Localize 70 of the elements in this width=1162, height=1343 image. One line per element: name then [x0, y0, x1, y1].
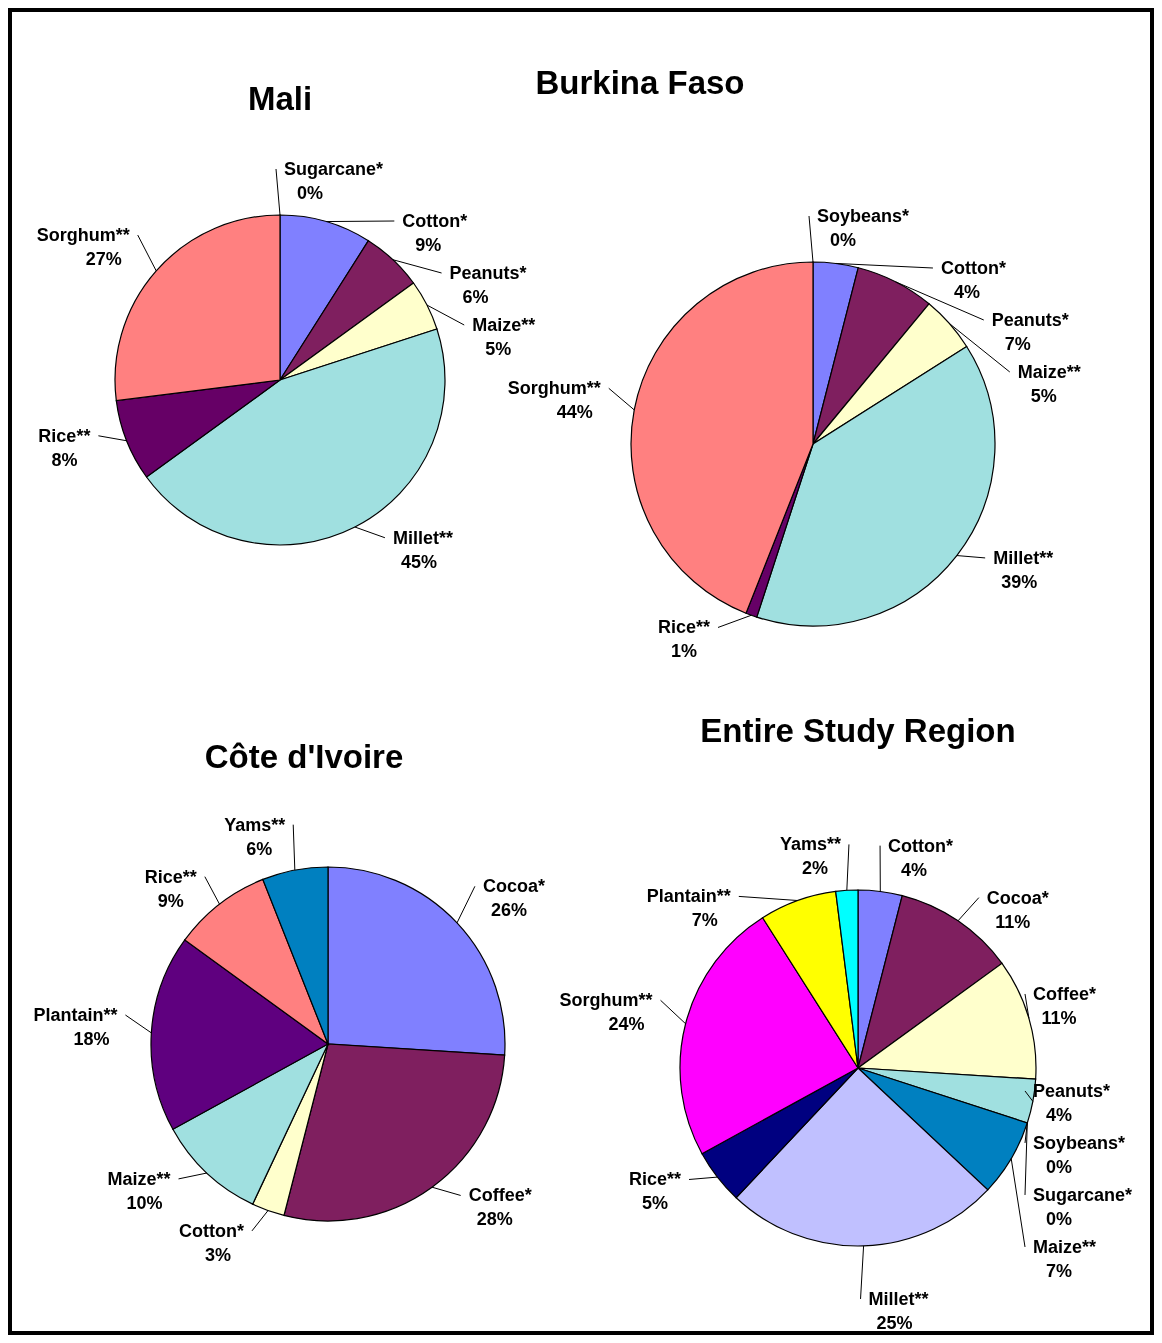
chart-title: Entire Study Region: [700, 712, 1016, 749]
slice-label: Rice**: [38, 425, 91, 446]
data-label: 4%: [953, 282, 980, 302]
data-label: 7%: [1045, 1260, 1073, 1281]
slice-label: Coffee*: [468, 1185, 532, 1206]
data-label: 4%: [1045, 1104, 1073, 1125]
slice-label: Sorghum**: [36, 225, 130, 246]
slice-label: Peanuts*: [1033, 1080, 1111, 1101]
data-label: 8%: [51, 449, 78, 470]
chart-title: Burkina Faso: [535, 64, 745, 101]
data-label: 5%: [1030, 386, 1057, 406]
data-label: 11%: [1041, 1007, 1077, 1028]
slice-label: Millet**: [392, 527, 453, 548]
data-label: 24%: [608, 1014, 645, 1035]
slice-label: Maize**: [107, 1168, 171, 1189]
slice-label: Peanuts*: [449, 263, 527, 283]
slice-label: Cocoa*: [986, 887, 1049, 908]
data-label: 4%: [901, 859, 928, 880]
slice-label: Plantain**: [646, 886, 731, 907]
data-label: 3%: [204, 1244, 231, 1265]
data-label: 26%: [490, 900, 527, 921]
chart-title: Côte d'Ivoire: [204, 738, 404, 775]
slice-label: Cotton*: [402, 211, 468, 231]
text: 0%: [296, 183, 324, 203]
text: 0%: [1045, 1208, 1073, 1229]
slice-label: Yams**: [779, 834, 841, 855]
slice-label: Cotton*: [888, 835, 954, 856]
slice-label: Sorghum**: [559, 990, 653, 1011]
data-label: 44%: [556, 402, 593, 423]
legend-label: Soybeans*: [1033, 1132, 1126, 1153]
data-label: 2%: [801, 858, 828, 879]
slice-label: Cocoa*: [482, 876, 545, 897]
slice-label: Millet**: [868, 1288, 929, 1309]
chart-title: Mali: [247, 80, 313, 117]
data-label: 27%: [85, 249, 122, 270]
data-label: 6%: [462, 287, 489, 307]
category-label: Soybeans*: [817, 206, 910, 226]
slice-label: Cotton*: [178, 1220, 244, 1241]
text: 0%: [1045, 1156, 1073, 1177]
data-label: 1%: [671, 641, 698, 662]
slice-label: Sorghum**: [507, 378, 601, 399]
data-label: 6%: [246, 838, 273, 859]
slice-label: Rice**: [657, 617, 710, 638]
slice-label: Cotton*: [940, 258, 1006, 278]
slice-label: Maize**: [1017, 362, 1081, 382]
data-label: 9%: [415, 235, 442, 255]
slice-label: Plantain**: [33, 1005, 118, 1025]
data-label: 39%: [1001, 571, 1038, 592]
data-label: 45%: [400, 551, 437, 572]
data-label: 25%: [876, 1312, 913, 1333]
data-label: 5%: [642, 1193, 669, 1214]
slice-label: Maize**: [1033, 1236, 1097, 1257]
slice-label: Rice**: [144, 866, 197, 887]
data-label: 5%: [485, 339, 512, 359]
data-label: 7%: [691, 910, 718, 931]
category-label: Sugarcane*: [284, 159, 384, 179]
slice-label: Rice**: [628, 1169, 681, 1190]
data-label: 10%: [126, 1192, 163, 1213]
data-label: 9%: [157, 890, 184, 911]
slice-label: Yams**: [224, 814, 286, 835]
data-label: 28%: [476, 1209, 513, 1230]
text: 0%: [829, 230, 857, 250]
slice-label: Millet**: [993, 547, 1054, 568]
slice-label: Coffee*: [1033, 983, 1097, 1004]
slice-label: Peanuts*: [991, 310, 1069, 330]
data-label: 7%: [1004, 334, 1031, 354]
data-label: 11%: [995, 911, 1031, 932]
slice-label: Maize**: [472, 315, 536, 335]
category-label: Sugarcane*: [1033, 1184, 1133, 1205]
data-label: 18%: [73, 1029, 110, 1049]
